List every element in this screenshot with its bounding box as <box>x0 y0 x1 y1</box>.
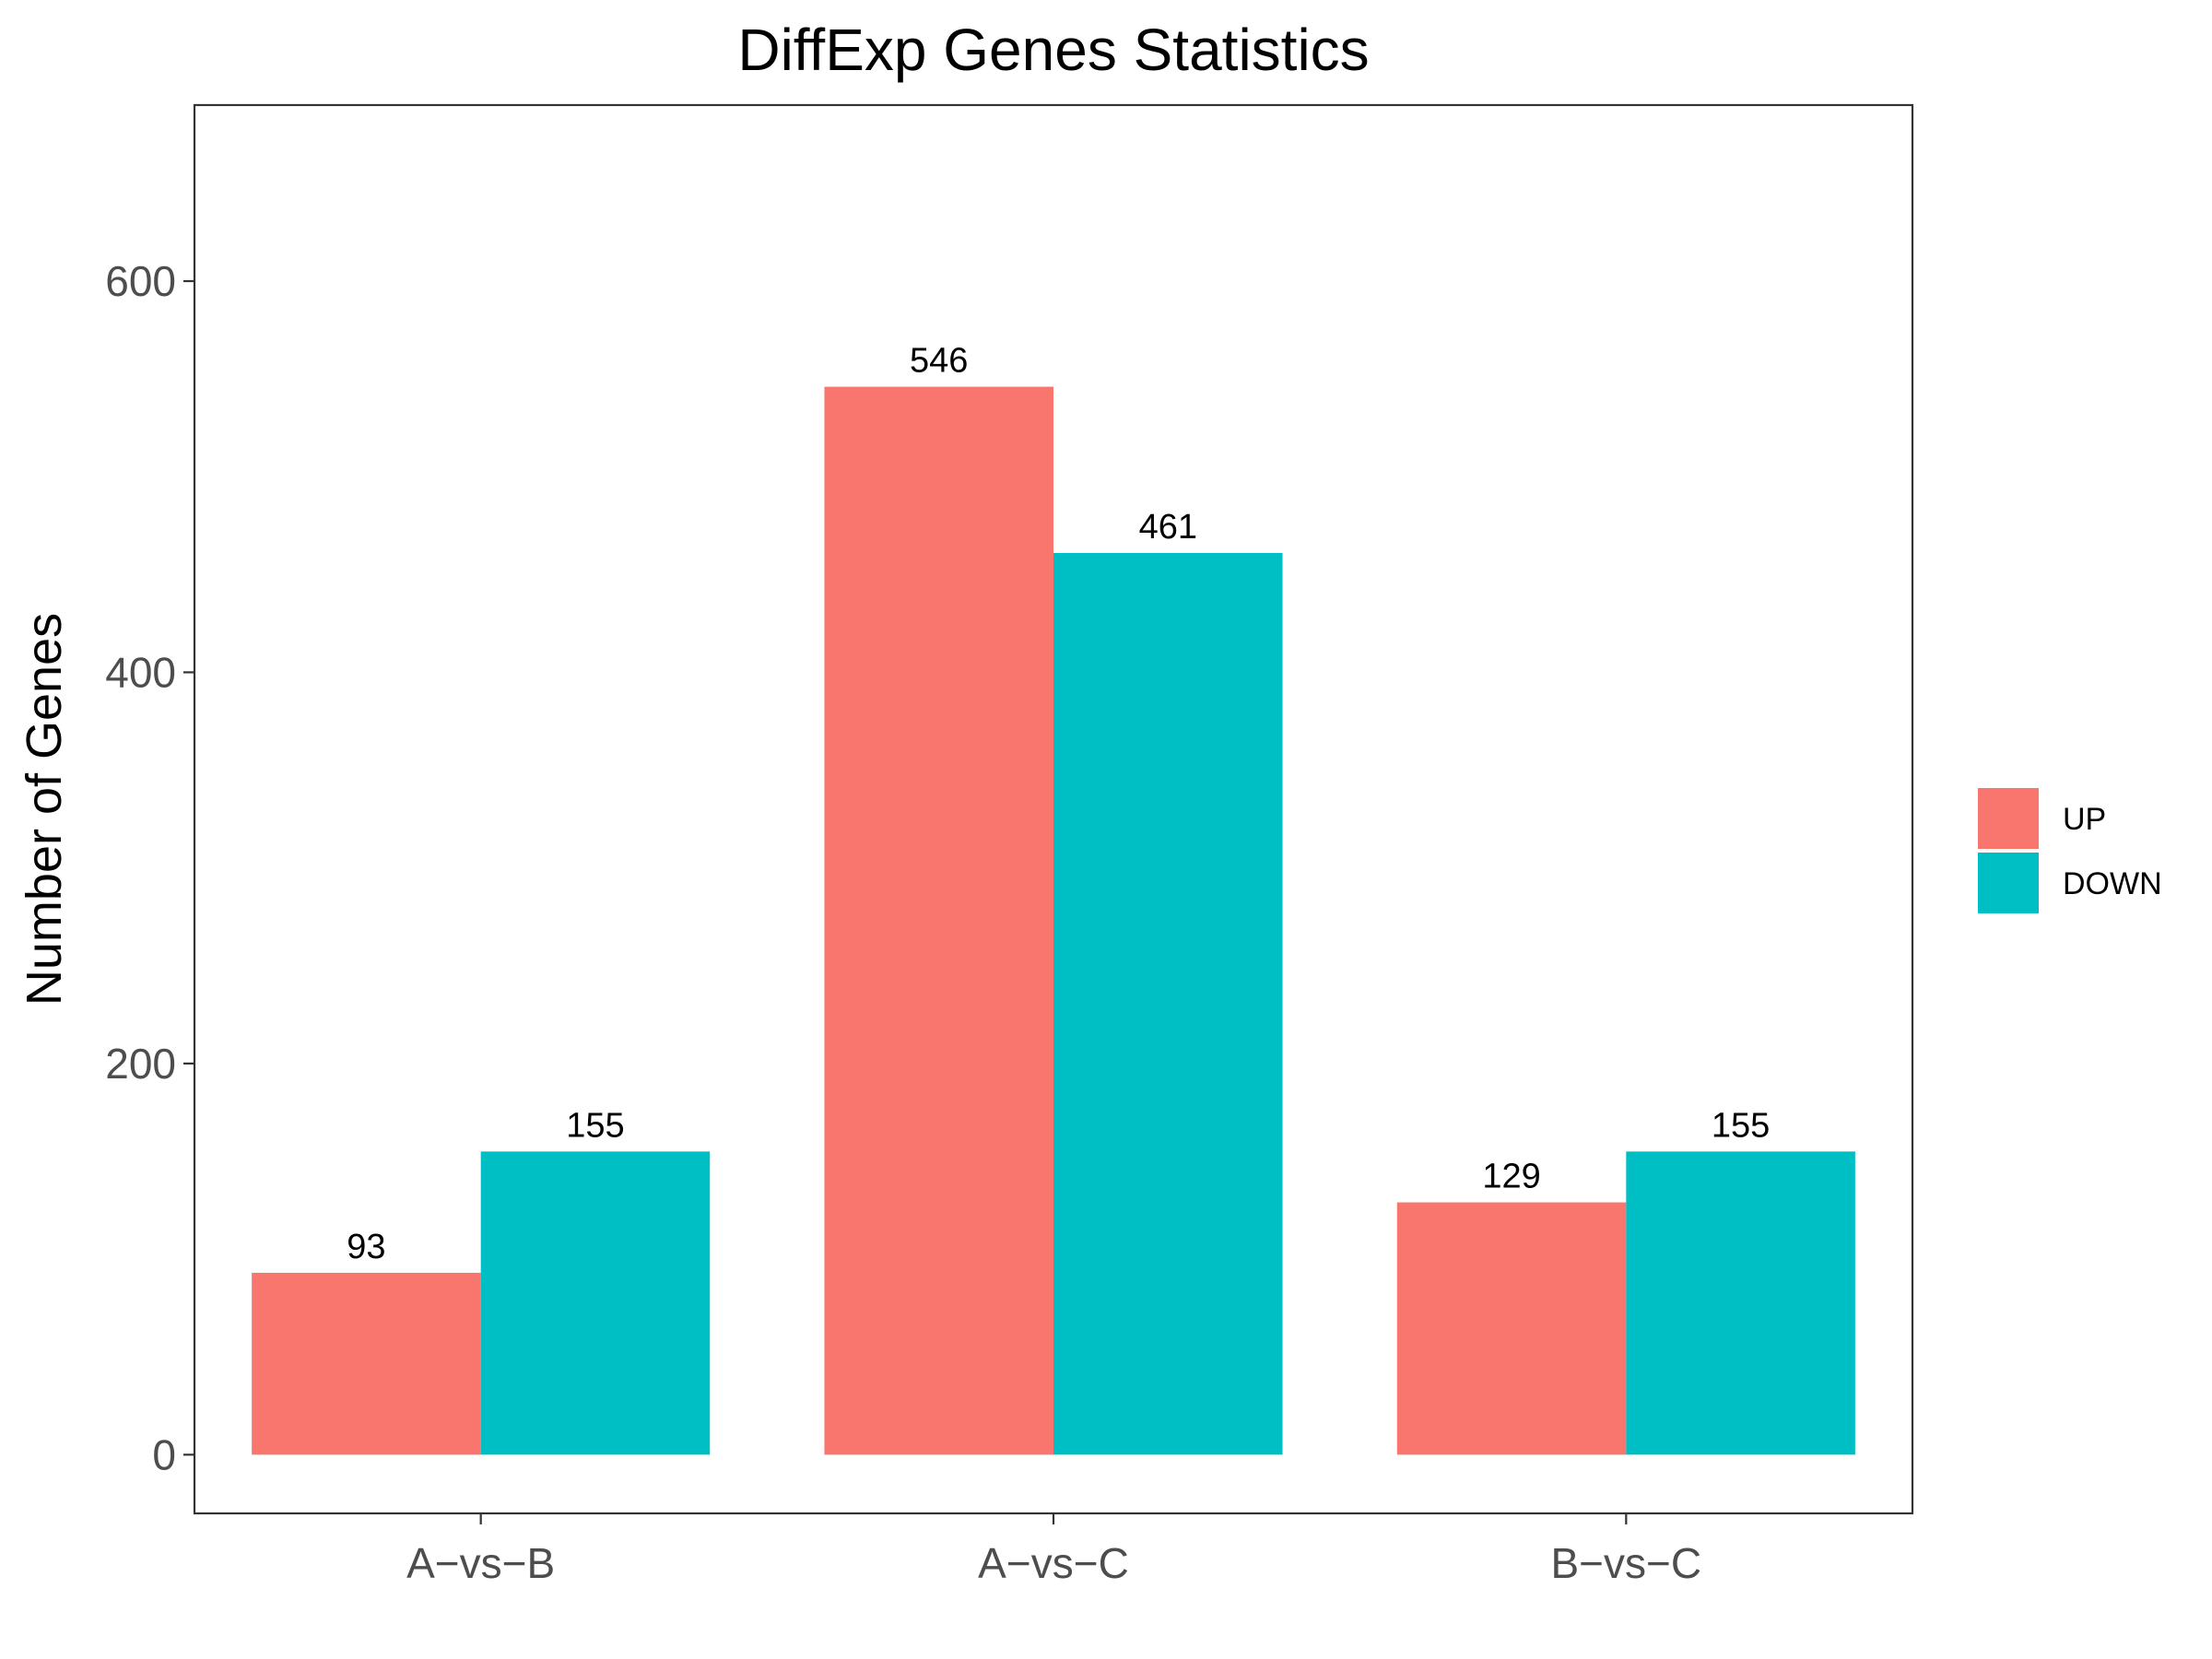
legend: UP DOWN <box>1978 788 2162 913</box>
bar-up-0 <box>252 1272 481 1455</box>
data-label: 155 <box>566 1106 624 1145</box>
legend-key-up <box>1978 788 2039 849</box>
plot-area: 93 155 546 461 129 155 0 200 400 600 A−vs−B A−vs−C B… <box>105 103 1914 1587</box>
data-label: 546 <box>910 342 968 381</box>
y-tick-label: 200 <box>105 1040 176 1088</box>
bar-up-2 <box>1396 1202 1627 1455</box>
x-tick-label: B−vs−C <box>1551 1539 1702 1587</box>
bar-down-2 <box>1626 1151 1855 1455</box>
data-label: 129 <box>1482 1158 1540 1196</box>
bar-down-0 <box>480 1151 711 1455</box>
bar-down-1 <box>1053 552 1283 1455</box>
y-axis-title: Number of Genes <box>17 613 72 1006</box>
chart-title: DiffExp Genes Statistics <box>737 17 1369 83</box>
bar-up-1 <box>824 386 1053 1455</box>
y-tick-label: 0 <box>152 1430 176 1478</box>
data-label: 155 <box>1712 1106 1770 1145</box>
legend-label-down: DOWN <box>2063 866 2162 901</box>
x-tick-label: A−vs−B <box>406 1539 555 1587</box>
data-label: 461 <box>1139 508 1197 547</box>
legend-key-down <box>1978 853 2039 913</box>
data-label: 93 <box>347 1228 385 1266</box>
x-tick-label: A−vs−C <box>978 1539 1129 1587</box>
y-tick-label: 400 <box>105 648 176 696</box>
y-tick-label: 600 <box>105 257 176 305</box>
legend-label-up: UP <box>2063 802 2106 837</box>
